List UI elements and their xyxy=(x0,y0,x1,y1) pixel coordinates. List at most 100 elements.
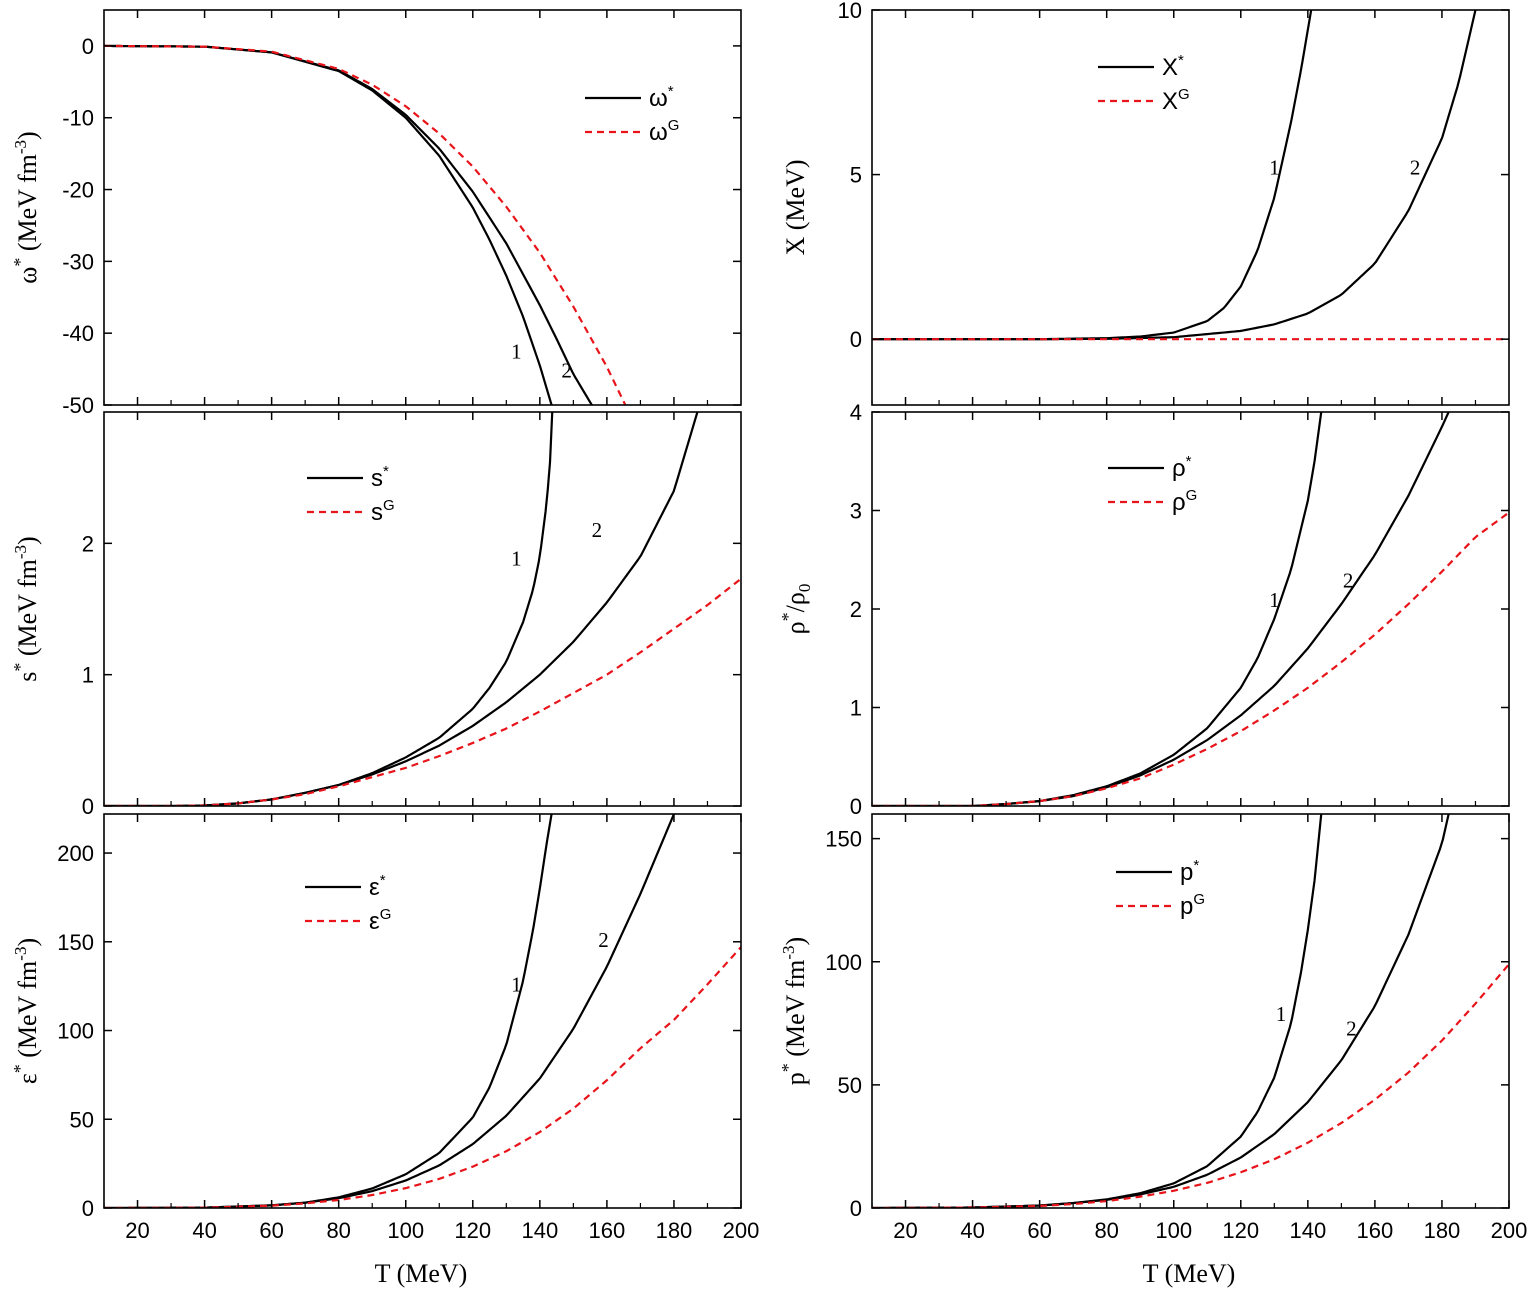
y-tick-label: 200 xyxy=(57,841,94,866)
x-tick-label: 180 xyxy=(656,1218,693,1243)
y-tick-label: 0 xyxy=(82,34,94,59)
series-line-1 xyxy=(104,44,553,405)
x-tick-label: 120 xyxy=(454,1218,491,1243)
x-tick-label: 100 xyxy=(387,1218,424,1243)
x-tick-label: 80 xyxy=(326,1218,350,1243)
y-axis-label: X (MeV) xyxy=(781,159,810,255)
curve-label: 1 xyxy=(511,547,522,571)
panel-rho: 0 1 2 3 4 ρ*/ρ0 ρ* ρG 1 2 xyxy=(778,400,1510,819)
curve-label: 2 xyxy=(561,359,572,383)
y-tick-label: -10 xyxy=(62,106,94,131)
panel-epsilon: 20 40 60 80 100 120 140 160 180 200 0 50 100 150 200 ε*… xyxy=(10,813,760,1243)
panel-s: 0 1 2 s* (MeV fm-3) s* sG 1 2 xyxy=(10,411,742,819)
plot-frame xyxy=(103,9,742,406)
x-tick-label: 60 xyxy=(1027,1218,1051,1243)
y-tick-label: 0 xyxy=(850,327,862,352)
x-tick-label: 160 xyxy=(589,1218,626,1243)
x-tick-label: 100 xyxy=(1155,1218,1192,1243)
y-tick-label: 5 xyxy=(850,163,862,188)
y-tick-label: 2 xyxy=(850,597,862,622)
legend-label: ωG xyxy=(649,117,679,146)
series-line-G xyxy=(872,963,1509,1208)
x-tick-label: 20 xyxy=(893,1218,917,1243)
plot-frame xyxy=(103,411,742,807)
y-tick-label: 100 xyxy=(825,950,862,975)
legend-label: pG xyxy=(1180,891,1205,920)
y-axis-label: ρ*/ρ0 xyxy=(778,584,814,635)
legend-label: X* xyxy=(1162,52,1184,81)
curve-label: 2 xyxy=(1346,1017,1357,1041)
x-tick-label: 80 xyxy=(1094,1218,1118,1243)
x-tick-label: 180 xyxy=(1424,1218,1461,1243)
y-axis-label: s* (MeV fm-3) xyxy=(10,536,42,681)
x-tick-label: 160 xyxy=(1357,1218,1394,1243)
x-tick-label: 60 xyxy=(259,1218,283,1243)
y-tick-label: -40 xyxy=(62,321,94,346)
plot-frame xyxy=(871,411,1510,807)
legend-label: s* xyxy=(371,463,389,492)
x-tick-label: 140 xyxy=(521,1218,558,1243)
y-tick-label: 4 xyxy=(850,400,862,425)
legend-label: p* xyxy=(1180,857,1199,886)
plot-frame xyxy=(103,813,742,1209)
x-tick-label: 20 xyxy=(125,1218,149,1243)
series-line-G xyxy=(104,946,741,1208)
y-tick-label: 3 xyxy=(850,499,862,524)
y-tick-label: -30 xyxy=(62,249,94,274)
series-line-2 xyxy=(872,412,1450,806)
y-axis-label: ω* (MeV fm-3) xyxy=(10,131,42,283)
curve-label: 1 xyxy=(1269,156,1280,180)
plot-frame xyxy=(871,9,1510,406)
series-line-2 xyxy=(104,412,699,806)
legend-label: ρG xyxy=(1172,487,1197,516)
y-tick-label: 0 xyxy=(82,794,94,819)
series-line-1 xyxy=(872,10,1313,341)
series-line-1 xyxy=(872,412,1323,806)
legend-label: ρ* xyxy=(1172,453,1192,482)
y-tick-label: -50 xyxy=(62,393,94,418)
panel-p: 20 40 60 80 100 120 140 160 180 200 0 50 100 150 p* (M… xyxy=(778,813,1528,1243)
curve-label: 2 xyxy=(1343,568,1354,592)
legend-label: sG xyxy=(371,497,395,526)
plot-frame xyxy=(871,813,1510,1209)
series-line-G xyxy=(872,511,1509,806)
y-tick-label: 1 xyxy=(82,663,94,688)
x-tick-label: 200 xyxy=(1491,1218,1528,1243)
y-tick-label: 2 xyxy=(82,531,94,556)
y-tick-label: 0 xyxy=(82,1196,94,1221)
y-tick-label: 10 xyxy=(838,0,862,23)
curve-label: 1 xyxy=(1269,588,1280,612)
series-line-2 xyxy=(104,814,675,1208)
x-tick-label: 40 xyxy=(960,1218,984,1243)
curve-label: 2 xyxy=(598,928,609,952)
y-axis-label: ε* (MeV fm-3) xyxy=(10,938,42,1084)
y-tick-label: 50 xyxy=(70,1107,94,1132)
x-tick-label: 200 xyxy=(723,1218,760,1243)
y-axis-label: p* (MeV fm-3) xyxy=(778,937,810,1085)
curve-label: 1 xyxy=(511,972,522,996)
x-axis-label-right: T (MeV) xyxy=(1143,1259,1236,1288)
series-line-G xyxy=(104,44,627,405)
x-tick-label: 140 xyxy=(1289,1218,1326,1243)
y-tick-label: 150 xyxy=(825,827,862,852)
x-tick-label: 120 xyxy=(1222,1218,1259,1243)
y-tick-label: 50 xyxy=(838,1073,862,1098)
legend-label: XG xyxy=(1162,86,1190,115)
y-tick-label: 100 xyxy=(57,1019,94,1044)
x-tick-label: 40 xyxy=(192,1218,216,1243)
legend-label: εG xyxy=(369,906,391,935)
x-axis-label-left: T (MeV) xyxy=(375,1259,468,1288)
panel-X: 0 5 10 X (MeV) X* XG 1 2 xyxy=(781,0,1510,406)
curve-label: 2 xyxy=(592,518,603,542)
y-tick-label: 0 xyxy=(850,1196,862,1221)
series-line-1 xyxy=(104,412,554,806)
series-line-G xyxy=(104,577,741,806)
y-tick-label: -20 xyxy=(62,178,94,203)
y-tick-label: 150 xyxy=(57,930,94,955)
y-tick-label: 1 xyxy=(850,696,862,721)
series-line-1 xyxy=(104,814,553,1208)
legend-label: ω* xyxy=(649,83,674,112)
series-line-2 xyxy=(104,44,593,405)
panel-omega: 0 -10 -20 -30 -40 -50 ω* (MeV fm-3) ω* ωG 1 2 xyxy=(10,9,742,418)
